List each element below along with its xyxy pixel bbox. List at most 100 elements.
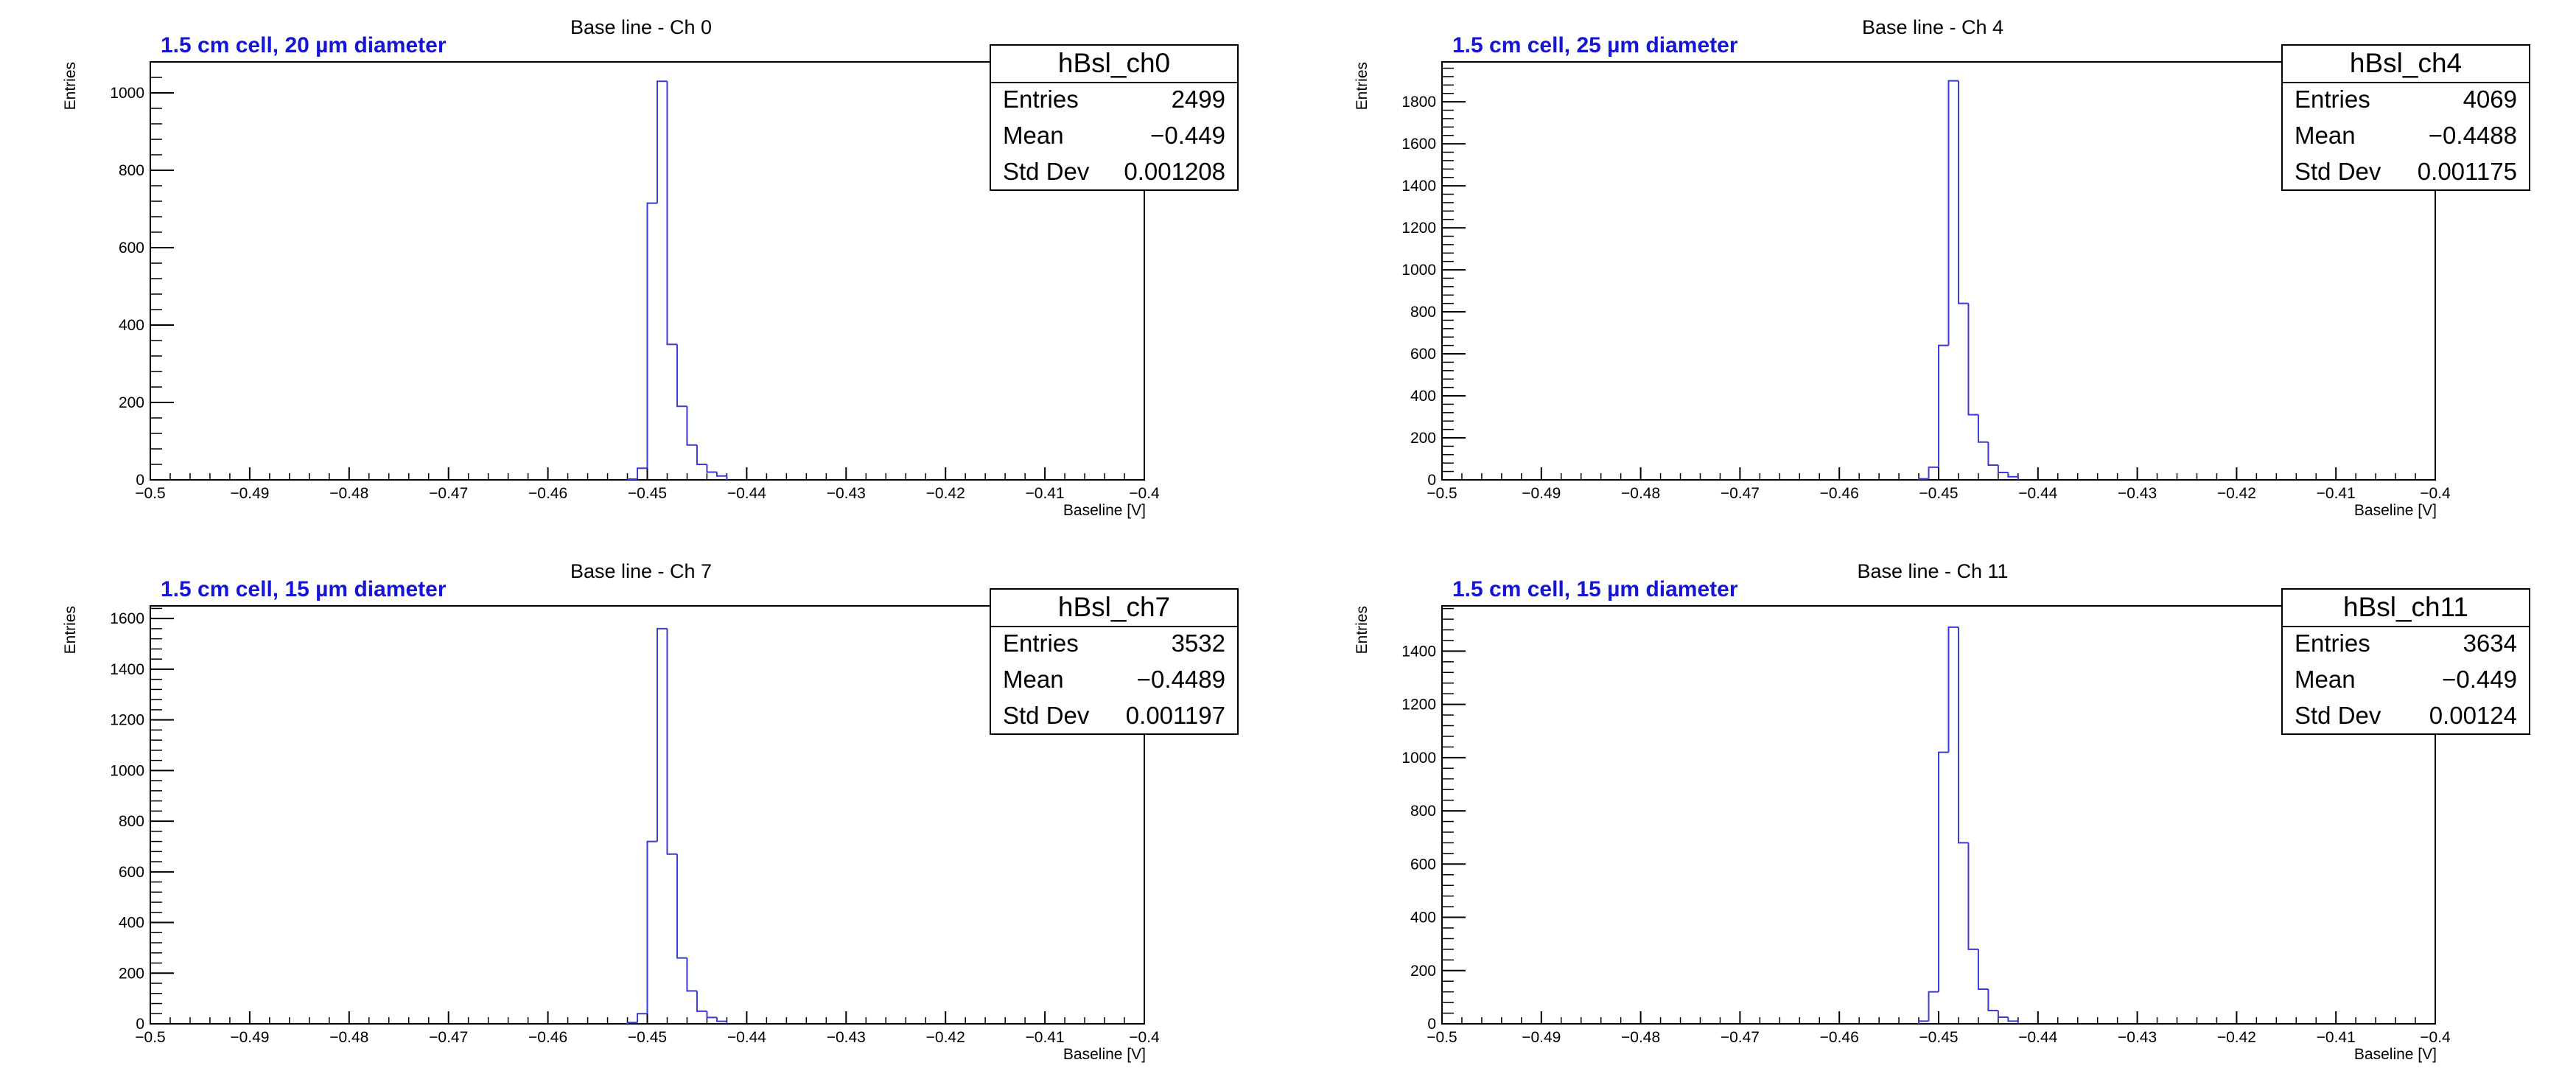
stats-row-label: Mean	[2295, 666, 2356, 693]
stats-row-value: 0.00124	[2429, 702, 2517, 729]
y-tick-label: 400	[1410, 388, 1436, 405]
histogram-bin	[2007, 1016, 2018, 1022]
y-axis-label: Entries	[62, 606, 79, 654]
y-tick-label: 600	[1410, 346, 1436, 363]
histogram-bin	[1918, 1020, 1929, 1024]
histogram-bin	[1987, 442, 1998, 467]
histogram-bin	[676, 854, 687, 959]
y-tick-label: 1200	[1401, 220, 1436, 237]
histogram-bin	[696, 991, 707, 1012]
histogram-bin	[1947, 626, 1959, 753]
x-tick-label: −0.43	[2118, 1029, 2157, 1046]
x-tick-label: −0.41	[1026, 485, 1065, 502]
stats-row-label: Std Dev	[2295, 158, 2381, 185]
stats-box-frame	[2281, 44, 2530, 191]
histogram-bin	[626, 1022, 638, 1024]
y-tick-label: 200	[119, 965, 144, 982]
x-tick-label: −0.49	[230, 485, 269, 502]
y-tick-label: 400	[119, 317, 144, 334]
x-tick-label: −0.5	[135, 1029, 165, 1046]
x-tick-label: −0.42	[2217, 485, 2256, 502]
y-tick-label: 1000	[110, 85, 144, 102]
histogram-bin	[1977, 414, 1989, 443]
histogram-bin	[706, 464, 717, 473]
histogram-bin	[666, 628, 677, 855]
histogram-bin	[1957, 80, 1969, 304]
x-tick-label: −0.42	[926, 485, 965, 502]
histogram-bin	[715, 472, 727, 477]
stats-row-value: −0.449	[2442, 666, 2517, 693]
histogram-bin	[1928, 466, 1939, 479]
histogram-bin	[1918, 478, 1929, 480]
stats-row-label: Std Dev	[2295, 702, 2381, 729]
histogram-bin	[1997, 1010, 2009, 1018]
histogram-panel-ch7: Base line - Ch 7 1.5 cm cell, 15 µm diame…	[62, 560, 1239, 1063]
x-tick-label: −0.45	[628, 1029, 667, 1046]
x-tick-label: −0.42	[2217, 1029, 2256, 1046]
histogram-bin	[666, 81, 677, 346]
chart-title: Base line - Ch 4	[1862, 16, 2003, 38]
x-tick-label: −0.45	[1919, 1029, 1958, 1046]
x-tick-label: −0.41	[2317, 485, 2356, 502]
stats-box: hBsl_ch0 Entries 2499 Mean −0.449 Std Dev 0.00…	[990, 44, 1239, 191]
histogram-bin	[1987, 989, 1998, 1011]
stats-row-label: Mean	[2295, 122, 2356, 149]
histogram-bin	[706, 1011, 717, 1019]
stats-box-frame	[2281, 588, 2530, 735]
stats-row-label: Std Dev	[1003, 702, 1090, 729]
x-axis-label: Baseline [V]	[1063, 1046, 1146, 1063]
x-axis-label: Baseline [V]	[2354, 502, 2437, 519]
x-tick-label: −0.49	[1522, 1029, 1561, 1046]
x-tick-label: −0.48	[329, 485, 368, 502]
stats-row-value: 0.001175	[2418, 158, 2517, 185]
histogram-bin	[1947, 80, 1959, 346]
x-tick-label: −0.41	[2317, 1029, 2356, 1046]
y-tick-label: 800	[119, 162, 144, 179]
x-tick-label: −0.46	[528, 485, 567, 502]
x-tick-label: −0.43	[827, 1029, 866, 1046]
stats-row-value: 3532	[1172, 629, 1225, 657]
chart-title: Base line - Ch 0	[570, 16, 712, 38]
x-tick-label: −0.5	[135, 485, 165, 502]
histogram-bin	[1967, 303, 1978, 416]
stats-hist-name: hBsl_ch4	[2350, 48, 2462, 78]
x-axis-label: Baseline [V]	[1063, 502, 1146, 519]
y-tick-label: 800	[119, 813, 144, 830]
histogram-bin	[1977, 949, 1989, 991]
stats-row-value: 2499	[1172, 86, 1225, 113]
y-tick-label: 600	[119, 240, 144, 257]
x-tick-label: −0.47	[1721, 1029, 1760, 1046]
stats-row-value: 0.001197	[1126, 702, 1225, 729]
x-tick-label: −0.5	[1427, 1029, 1457, 1046]
histogram-bin	[696, 444, 707, 465]
y-tick-label: 0	[136, 472, 144, 489]
x-tick-label: −0.4	[2420, 1029, 2451, 1046]
x-tick-label: −0.44	[2018, 1029, 2057, 1046]
histogram-bin	[656, 80, 668, 203]
y-tick-label: 0	[136, 1016, 144, 1033]
histogram-bin	[1938, 751, 1949, 992]
stats-box: hBsl_ch11 Entries 3634 Mean −0.449 Std Dev 0.0…	[2281, 588, 2530, 735]
y-tick-label: 1200	[110, 712, 144, 729]
histogram-bin	[715, 1017, 727, 1022]
chart-subtitle: 1.5 cm cell, 20 µm diameter	[161, 33, 447, 57]
x-tick-label: −0.41	[1026, 1029, 1065, 1046]
histogram-bin	[656, 627, 668, 842]
y-tick-label: 1000	[1401, 262, 1436, 279]
histogram-panel-ch4: Base line - Ch 4 1.5 cm cell, 25 µm diame…	[1354, 16, 2530, 519]
y-tick-label: 1600	[110, 610, 144, 627]
x-tick-label: −0.48	[1621, 1029, 1660, 1046]
x-tick-label: −0.4	[2420, 485, 2451, 502]
y-tick-label: 1000	[110, 762, 144, 779]
stats-row-label: Entries	[2295, 629, 2370, 657]
x-tick-label: −0.44	[727, 1029, 766, 1046]
stats-row-label: Entries	[1003, 629, 1079, 657]
y-tick-label: 200	[1410, 430, 1436, 447]
chart-subtitle: 1.5 cm cell, 25 µm diameter	[1452, 33, 1738, 57]
stats-row-label: Mean	[1003, 122, 1064, 149]
stats-hist-name: hBsl_ch7	[1058, 592, 1170, 622]
stats-row-value: −0.449	[1150, 122, 1225, 149]
x-tick-label: −0.45	[628, 485, 667, 502]
x-tick-label: −0.4	[1129, 1029, 1160, 1046]
